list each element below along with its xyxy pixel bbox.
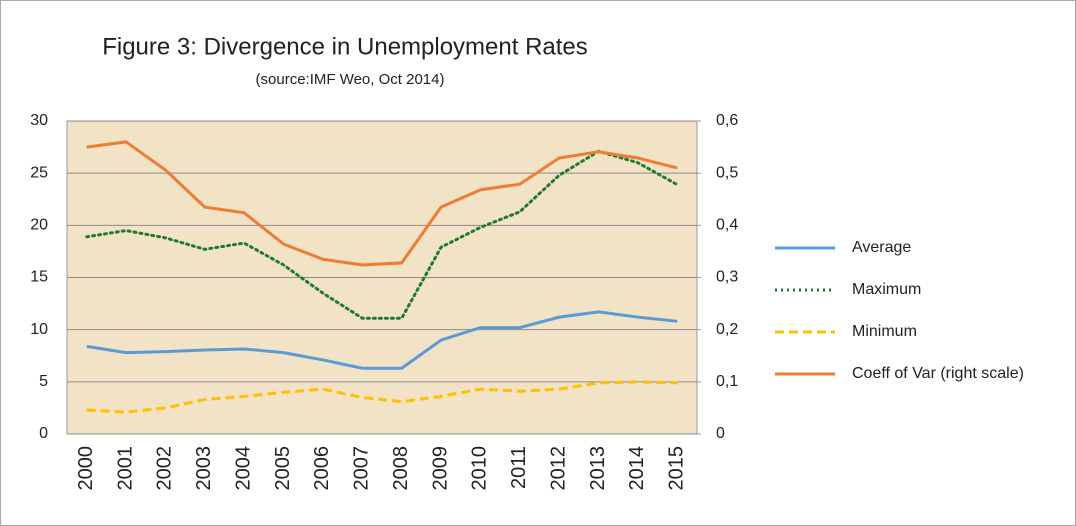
- y2-tick-label: 0,4: [716, 217, 738, 234]
- y-tick-label: 20: [30, 217, 48, 234]
- y2-tick-label: 0,2: [716, 321, 738, 338]
- x-tick-label: 2010: [469, 446, 491, 491]
- x-tick-label: 2004: [232, 446, 254, 491]
- y-tick-label: 30: [30, 112, 48, 129]
- series-line: [86, 310, 678, 370]
- legend-label: Minimum: [852, 323, 917, 340]
- x-tick-label: 2005: [272, 446, 294, 491]
- x-tick-label: 2012: [547, 446, 569, 491]
- y-tick-label: 15: [30, 269, 48, 286]
- x-tick-label: 2011: [508, 446, 530, 489]
- y-tick-label: 0: [39, 425, 48, 442]
- y2-tick-label: 0,5: [716, 164, 738, 181]
- x-tick-label: 2015: [666, 446, 688, 491]
- x-tick-label: 2001: [114, 446, 136, 491]
- series-line: [86, 380, 678, 414]
- x-tick-label: 2006: [311, 446, 333, 491]
- series-line: [85, 149, 679, 320]
- legend-label: Maximum: [852, 281, 921, 298]
- series-line: [86, 140, 678, 267]
- x-tick-label: 2003: [193, 446, 215, 491]
- chart-title: Figure 3: Divergence in Unemployment Rat…: [102, 33, 588, 60]
- y2-tick-label: 0,1: [716, 373, 738, 390]
- x-tick-label: 2007: [351, 446, 373, 491]
- y-tick-label: 5: [39, 373, 48, 390]
- x-tick-label: 2013: [587, 446, 609, 491]
- y2-tick-label: 0,3: [716, 269, 738, 286]
- x-tick-label: 2008: [390, 446, 412, 491]
- y-tick-label: 10: [30, 321, 48, 338]
- x-tick-label: 2014: [626, 446, 648, 491]
- legend-label: Coeff of Var (right scale): [852, 365, 1024, 382]
- y2-tick-label: 0: [716, 425, 725, 442]
- y-tick-label: 25: [30, 164, 48, 181]
- x-tick-label: 2009: [429, 446, 451, 491]
- x-tick-label: 2002: [154, 446, 176, 491]
- chart-subtitle: (source:IMF Weo, Oct 2014): [256, 71, 445, 88]
- x-tick-label: 2000: [75, 446, 97, 491]
- legend-label: Average: [852, 239, 911, 256]
- y2-tick-label: 0,6: [716, 112, 738, 129]
